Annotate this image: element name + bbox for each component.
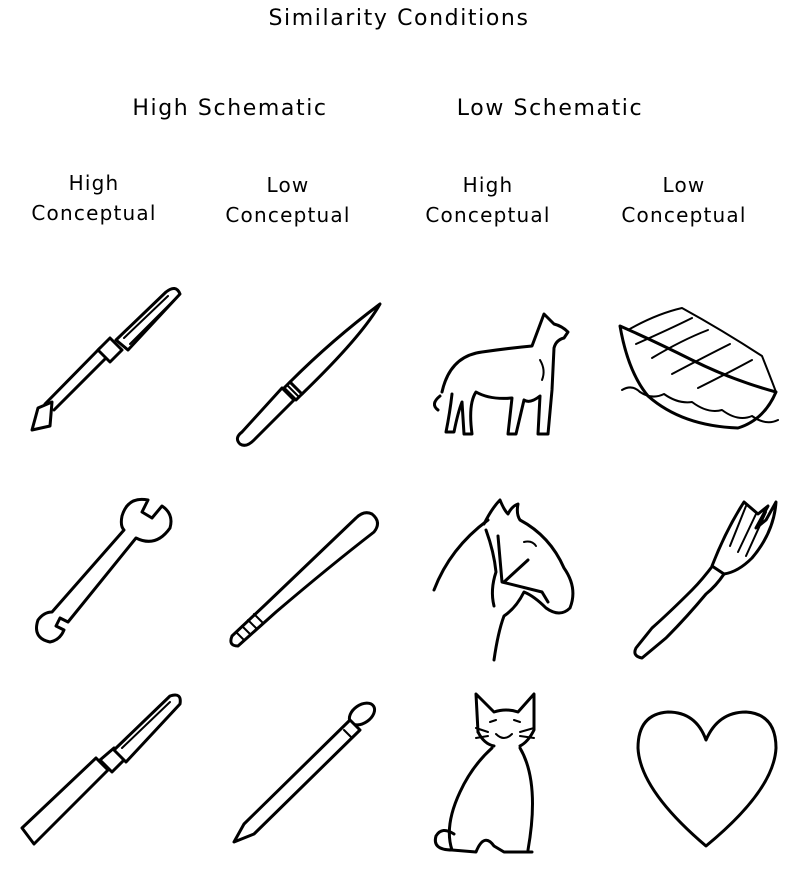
cat-icon bbox=[433, 692, 536, 854]
column-header-1: High Conceptual bbox=[14, 168, 174, 228]
column-header-2-line1: Low bbox=[266, 173, 310, 197]
column-header-2: Low Conceptual bbox=[208, 170, 368, 230]
column-header-1-line2: Conceptual bbox=[31, 201, 157, 225]
dog-icon bbox=[433, 312, 570, 436]
chisel-icon bbox=[20, 693, 182, 846]
fork-icon bbox=[633, 500, 778, 660]
rowboat-icon bbox=[618, 307, 779, 430]
nail-icon bbox=[232, 701, 377, 844]
column-header-3-line1: High bbox=[462, 173, 514, 197]
knife-icon bbox=[235, 302, 382, 447]
horse-head-icon bbox=[432, 498, 575, 662]
wrench-icon bbox=[35, 497, 173, 644]
column-header-4-line1: Low bbox=[662, 173, 706, 197]
column-header-1-line1: High bbox=[68, 171, 120, 195]
column-header-3: High Conceptual bbox=[408, 170, 568, 230]
column-header-4-line2: Conceptual bbox=[621, 203, 747, 227]
figure-title: Similarity Conditions bbox=[268, 6, 530, 31]
group-label-low-schematic: Low Schematic bbox=[456, 96, 644, 121]
column-header-3-line2: Conceptual bbox=[425, 203, 551, 227]
baseball-bat-icon bbox=[229, 511, 379, 648]
heart-icon bbox=[636, 710, 778, 848]
screwdriver-icon bbox=[30, 287, 182, 432]
column-header-4: Low Conceptual bbox=[604, 170, 764, 230]
group-label-high-schematic: High Schematic bbox=[132, 96, 328, 121]
column-header-2-line2: Conceptual bbox=[225, 203, 351, 227]
